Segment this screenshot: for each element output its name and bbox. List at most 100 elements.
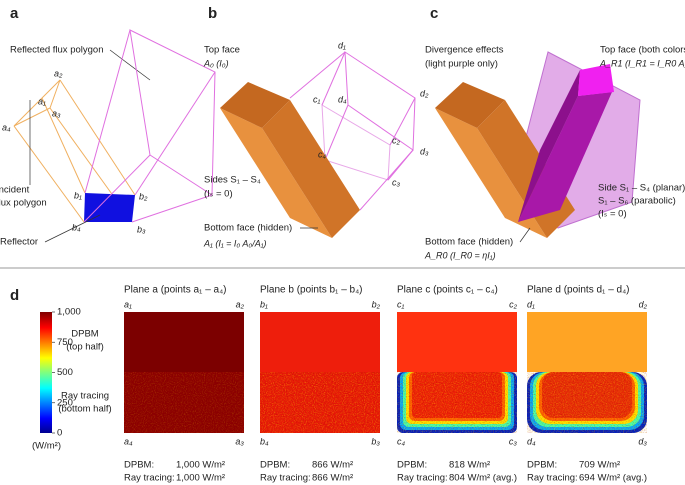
label: (Iₛ = 0) — [598, 209, 627, 220]
label: S₁ – S₆ (parabolic) — [598, 196, 676, 207]
label: Bottom face (hidden) — [425, 237, 513, 248]
corner-label: d₄ — [527, 436, 536, 446]
result-value: 709 W/m² — [579, 460, 620, 471]
label: Bottom face (hidden) — [204, 223, 292, 234]
label: Incident — [0, 185, 30, 196]
result-label: DPBM: — [397, 460, 427, 471]
corner-label: a₃ — [235, 436, 244, 446]
corner-label: c₁ — [397, 299, 405, 309]
point: d₄ — [338, 94, 347, 104]
result-label: Ray tracing: — [397, 473, 448, 484]
label: A₀ (I₀) — [203, 58, 229, 68]
label: A₁ (I₁ = I₀ A₀/A₁) — [203, 238, 267, 248]
result-label: DPBM: — [527, 460, 557, 471]
point: b₁ — [74, 190, 82, 200]
result-value: 866 W/m² — [312, 473, 353, 484]
panel-letter: b — [208, 5, 217, 22]
colorbar — [40, 312, 52, 433]
label: Top face — [204, 45, 240, 56]
panel-letter: d — [10, 287, 19, 304]
result-value: 1,000 W/m² — [176, 460, 225, 471]
label: (light purple only) — [425, 59, 498, 70]
label: Side S₁ – S₄ (planar) — [598, 183, 685, 194]
point: a₁ — [38, 96, 46, 106]
leader — [519, 227, 531, 243]
result-value: 804 W/m² (avg.) — [449, 473, 517, 484]
corner-label: b₃ — [371, 436, 380, 446]
point: a₃ — [52, 108, 61, 118]
label: flux polygon — [0, 198, 47, 209]
point: d₃ — [420, 146, 429, 156]
corner-label: d₂ — [639, 299, 648, 309]
label: Reflector — [0, 237, 38, 248]
reflector — [84, 193, 135, 222]
orange-box — [220, 82, 360, 238]
point: c₃ — [392, 177, 401, 187]
leader — [44, 214, 101, 243]
point: c₄ — [318, 149, 327, 159]
colorbar-tick-label: 1,000 — [57, 307, 81, 318]
panel-letter: a — [10, 5, 19, 22]
ray-noise — [397, 372, 517, 433]
point: d₁ — [338, 40, 346, 50]
dpbm-map — [260, 312, 380, 372]
colorbar-tick-label: 500 — [57, 367, 73, 378]
row-label: Ray tracing — [61, 391, 109, 402]
point: a₄ — [2, 122, 11, 132]
plane-title: Plane b (points b₁ – b₄) — [260, 285, 363, 296]
point: a₂ — [54, 68, 63, 78]
result-value: 818 W/m² — [449, 460, 490, 471]
corner-label: d₁ — [527, 299, 535, 309]
result-label: Ray tracing: — [260, 473, 311, 484]
reflected-wireframe — [289, 51, 416, 211]
point: b₃ — [137, 224, 146, 234]
ray-noise — [527, 372, 647, 433]
incident-polygon — [13, 79, 136, 223]
colorbar-tick-label: 250 — [57, 397, 73, 408]
corner-label: a₁ — [124, 299, 132, 309]
point: c₁ — [313, 94, 321, 104]
row-label: (top half) — [66, 342, 104, 353]
corner-label: c₂ — [509, 299, 518, 309]
point: b₄ — [72, 222, 81, 232]
colorbar-unit: (W/m²) — [32, 441, 61, 452]
result-label: Ray tracing: — [124, 473, 175, 484]
result-label: DPBM: — [124, 460, 154, 471]
point: d₂ — [420, 88, 429, 98]
dpbm-map — [527, 312, 647, 372]
plane-title: Plane c (points c₁ – c₄) — [397, 285, 498, 296]
result-value: 694 W/m² (avg.) — [579, 473, 647, 484]
corner-label: b₂ — [372, 299, 381, 309]
dpbm-map — [124, 312, 244, 372]
plane-title: Plane d (points d₁ – d₄) — [527, 285, 630, 296]
corner-label: c₃ — [509, 436, 518, 446]
point: c₂ — [392, 135, 401, 145]
result-label: Ray tracing: — [527, 473, 578, 484]
leader — [109, 49, 151, 81]
result-value: 1,000 W/m² — [176, 473, 225, 484]
label: Sides S₁ – S₄ — [204, 175, 261, 186]
result-label: DPBM: — [260, 460, 290, 471]
corner-label: a₂ — [236, 299, 245, 309]
corner-label: d₃ — [638, 436, 647, 446]
label: (Iₛ = 0) — [204, 189, 233, 200]
label: A_R0 (I_R0 = ηI₁) — [424, 250, 496, 260]
label: Reflected flux polygon — [10, 45, 103, 56]
result-value: 866 W/m² — [312, 460, 353, 471]
point: b₂ — [139, 191, 148, 201]
row-label: (bottom half) — [58, 404, 111, 415]
ray-noise — [124, 372, 244, 433]
top-face — [578, 64, 614, 96]
ray-noise — [260, 372, 380, 433]
label: Top face (both colors) — [600, 45, 685, 56]
dpbm-map — [397, 312, 517, 372]
reflected-column — [518, 70, 580, 222]
label: Divergence effects — [425, 45, 504, 56]
row-label: DPBM — [71, 329, 99, 340]
corner-label: c₄ — [397, 436, 406, 446]
corner-label: b₁ — [260, 299, 268, 309]
plane-title: Plane a (points a₁ – a₄) — [124, 285, 227, 296]
reflected-polygon — [83, 29, 216, 223]
reflected-column — [518, 92, 612, 222]
